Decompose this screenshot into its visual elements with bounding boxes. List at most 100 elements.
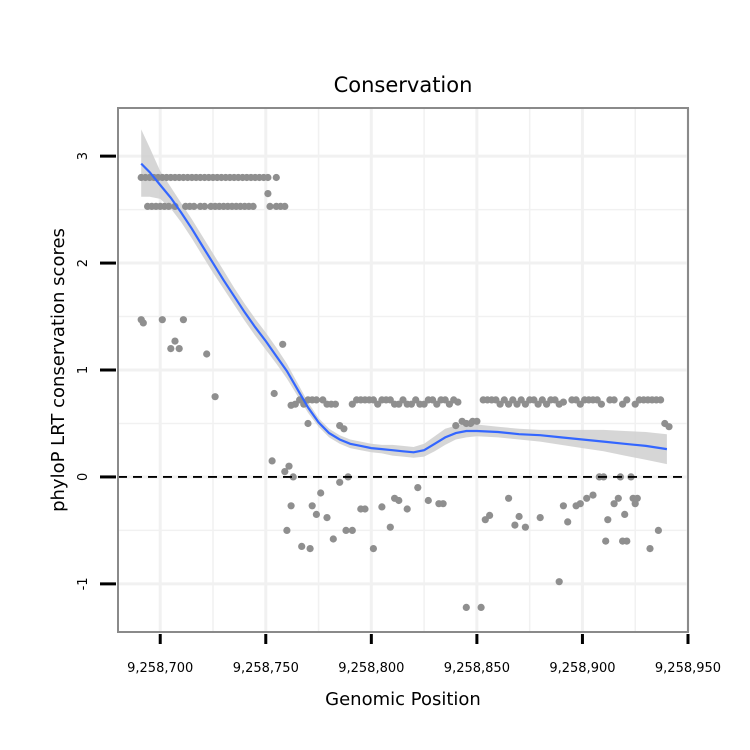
data-point <box>564 518 572 526</box>
data-point <box>369 545 377 553</box>
data-point <box>631 500 639 508</box>
data-point <box>473 417 481 425</box>
data-point <box>583 494 591 502</box>
data-point <box>477 603 485 612</box>
data-point <box>190 202 198 210</box>
data-point <box>298 542 306 551</box>
data-point <box>646 545 654 553</box>
data-point <box>454 398 462 406</box>
data-point <box>323 514 331 522</box>
data-point <box>403 505 411 513</box>
data-point <box>175 345 183 353</box>
data-point <box>306 545 314 553</box>
data-point <box>317 489 325 497</box>
data-point <box>264 190 272 198</box>
data-point <box>167 345 175 353</box>
confidence-band-layer <box>141 129 667 465</box>
data-point <box>597 400 606 408</box>
chart-title: Conservation <box>334 73 473 97</box>
data-point <box>203 350 211 358</box>
y-tick-label: -1 <box>76 577 91 590</box>
data-point <box>139 319 147 327</box>
data-point <box>312 396 320 404</box>
data-point <box>165 202 173 210</box>
data-point <box>279 340 287 348</box>
data-point <box>515 512 523 521</box>
data-point <box>623 396 631 404</box>
x-axis-label: Genomic Position <box>325 689 481 710</box>
points-layer <box>137 173 673 612</box>
data-point <box>462 603 470 612</box>
loess-smooth-line <box>140 162 668 454</box>
data-point <box>614 494 622 502</box>
data-point <box>604 516 612 524</box>
data-point <box>281 202 289 210</box>
data-point <box>505 494 513 502</box>
confidence-band <box>141 129 667 465</box>
y-tick-label: 3 <box>76 152 91 160</box>
x-tick-label: 9,258,700 <box>127 661 193 676</box>
data-point <box>158 316 166 324</box>
data-point <box>589 491 597 499</box>
data-point <box>511 521 519 529</box>
data-point <box>623 537 631 545</box>
data-point <box>348 526 356 535</box>
data-point <box>179 316 187 324</box>
data-point <box>559 502 568 510</box>
plot-panel-border <box>117 107 689 633</box>
data-point <box>610 500 618 508</box>
data-point <box>268 457 276 465</box>
data-point <box>336 478 344 486</box>
data-point <box>395 496 403 505</box>
data-point <box>610 396 618 404</box>
data-point <box>654 526 663 535</box>
smooth-line-layer <box>140 162 668 454</box>
x-tick-label: 9,258,750 <box>233 661 299 676</box>
y-tick-label: 2 <box>76 259 91 267</box>
y-tick-label: 1 <box>76 366 91 374</box>
data-point <box>287 502 295 510</box>
data-point <box>312 510 320 518</box>
data-point <box>289 473 297 481</box>
data-point <box>171 337 179 345</box>
grid <box>118 108 690 632</box>
data-point <box>555 578 563 586</box>
data-point <box>249 202 257 210</box>
data-point <box>559 398 568 406</box>
data-point <box>602 537 610 545</box>
x-tick-label: 9,258,850 <box>444 661 510 676</box>
data-point <box>272 173 280 182</box>
data-point <box>308 502 316 510</box>
y-tick-label: 0 <box>76 473 91 481</box>
data-point <box>486 511 494 519</box>
data-point <box>266 202 274 210</box>
data-point <box>342 526 350 535</box>
data-point <box>281 468 289 476</box>
data-point <box>331 400 339 408</box>
data-point <box>424 496 432 505</box>
data-point <box>414 484 422 492</box>
data-point <box>283 526 291 535</box>
data-point <box>264 173 272 182</box>
y-axis-label: phyloP LRT conservation scores <box>48 228 69 512</box>
x-tick-label: 9,258,950 <box>655 661 721 676</box>
data-point <box>536 514 544 522</box>
data-point <box>304 419 312 428</box>
data-point <box>285 462 293 470</box>
data-point <box>521 523 530 531</box>
data-point <box>340 425 348 433</box>
data-point <box>378 503 386 511</box>
data-point <box>361 505 369 513</box>
axes: 9,258,700 9,258,750 9,258,800 9,258,850 9,25… <box>76 152 721 676</box>
data-point <box>201 202 209 210</box>
data-point <box>621 510 629 518</box>
data-point <box>211 393 219 401</box>
data-point <box>657 396 665 404</box>
data-point <box>329 535 337 543</box>
data-point <box>386 523 394 531</box>
data-point <box>270 389 278 398</box>
data-point <box>633 494 641 502</box>
data-point <box>439 500 447 508</box>
data-point <box>576 500 584 508</box>
